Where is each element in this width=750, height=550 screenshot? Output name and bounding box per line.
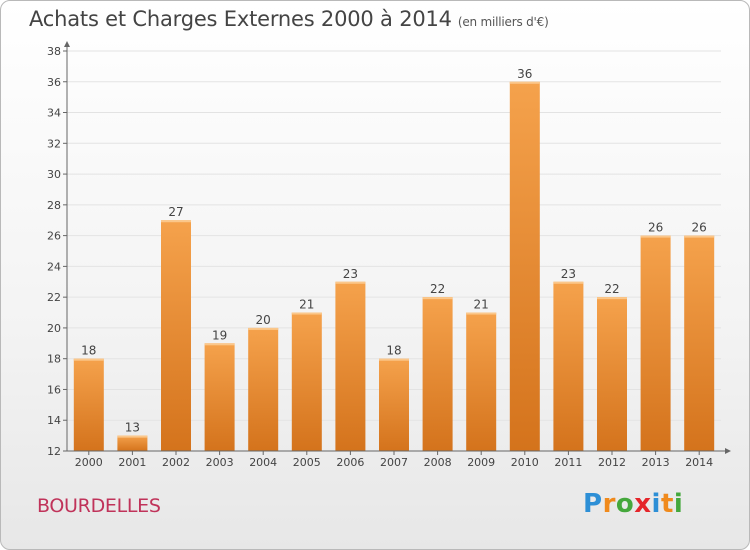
data-label: 27 — [168, 205, 183, 219]
bar-highlight — [466, 312, 497, 315]
bar — [684, 235, 715, 451]
x-tick-label: 2005 — [293, 456, 321, 469]
data-label: 22 — [604, 282, 619, 296]
logo-letter: i — [673, 489, 684, 519]
x-tick-label: 2003 — [206, 456, 234, 469]
bar-highlight — [248, 327, 279, 330]
bar-highlight — [640, 235, 671, 238]
bar-highlight — [379, 358, 409, 361]
x-tick-label: 2006 — [336, 456, 364, 469]
logo-letter: r — [602, 489, 616, 519]
bar — [640, 235, 671, 451]
y-tick-label: 24 — [47, 260, 61, 273]
x-tick-label: 2007 — [380, 456, 408, 469]
bars — [73, 81, 715, 452]
y-tick-label: 32 — [47, 137, 61, 150]
y-tick-label: 14 — [47, 414, 61, 427]
chart-title: Achats et Charges Externes 2000 à 2014 (e… — [29, 7, 549, 31]
y-tick-label: 36 — [47, 76, 61, 89]
x-tick-label: 2012 — [598, 456, 626, 469]
bar-highlight — [684, 235, 715, 238]
y-tick-label: 22 — [47, 291, 61, 304]
x-tick-label: 2011 — [554, 456, 582, 469]
chart-unit: (en milliers d'€) — [457, 15, 549, 29]
bar — [597, 297, 627, 451]
bar — [335, 281, 366, 451]
data-label: 26 — [648, 221, 663, 235]
bar — [73, 358, 104, 451]
bar — [379, 358, 409, 451]
bar-highlight — [204, 343, 235, 346]
logo-letter: x — [634, 489, 652, 519]
data-label: 23 — [343, 267, 358, 281]
bar — [553, 281, 584, 451]
y-tick-label: 34 — [47, 107, 61, 120]
x-tick-label: 2000 — [75, 456, 103, 469]
logo-letter: o — [615, 489, 635, 519]
bar — [422, 297, 453, 451]
data-label: 36 — [517, 67, 532, 81]
y-axis-arrow — [64, 41, 70, 47]
x-tick-label: 2013 — [642, 456, 670, 469]
y-tick-label: 26 — [47, 230, 61, 243]
bar-highlight — [161, 220, 191, 223]
data-label: 18 — [386, 344, 401, 358]
bar-highlight — [553, 281, 584, 284]
x-tick-label: 2014 — [685, 456, 713, 469]
logo-letter: P — [583, 489, 603, 519]
bar-highlight — [73, 358, 104, 361]
x-tick-label: 2002 — [162, 456, 190, 469]
bar — [291, 312, 322, 451]
bar — [204, 343, 235, 451]
proxiti-logo: Proxiti — [583, 489, 683, 519]
bar-highlight — [422, 297, 453, 300]
y-tick-label: 38 — [47, 45, 61, 58]
bar — [466, 312, 497, 451]
bar-highlight — [291, 312, 322, 315]
y-tick-label: 30 — [47, 168, 61, 181]
data-label: 21 — [299, 298, 314, 312]
y-tick-label: 28 — [47, 199, 61, 212]
bar — [117, 435, 148, 451]
data-label: 22 — [430, 282, 445, 296]
bar-highlight — [597, 297, 627, 300]
y-tick-label: 20 — [47, 322, 61, 335]
x-tick-label: 2009 — [467, 456, 495, 469]
data-label: 19 — [212, 328, 227, 342]
labels: 12 14 16 18 20 22 24 26 28 30 32 34 36 38 18 2000 13 2001… — [47, 45, 713, 469]
x-tick-label: 2004 — [249, 456, 277, 469]
x-tick-label: 2010 — [511, 456, 539, 469]
bar-highlight — [335, 281, 366, 284]
data-label: 26 — [692, 221, 707, 235]
logo-letter: i — [651, 489, 661, 519]
data-label: 20 — [256, 313, 271, 327]
x-tick-label: 2001 — [118, 456, 146, 469]
y-tick-label: 18 — [47, 353, 61, 366]
bar — [248, 327, 279, 451]
data-label: 18 — [81, 344, 96, 358]
bar — [509, 81, 540, 452]
bar — [161, 220, 191, 451]
axes — [63, 41, 731, 455]
bar-highlight — [117, 435, 148, 438]
data-label: 23 — [561, 267, 576, 281]
chart-title-text: Achats et Charges Externes 2000 à 2014 — [29, 7, 452, 31]
data-label: 13 — [125, 421, 140, 435]
y-tick-label: 12 — [47, 445, 61, 458]
logo-letter: t — [660, 489, 674, 519]
x-axis-arrow — [725, 448, 731, 454]
data-label: 21 — [474, 298, 489, 312]
x-tick-label: 2008 — [424, 456, 452, 469]
commune-name: BOURDELLES — [37, 495, 161, 517]
bar-highlight — [509, 81, 540, 84]
y-tick-label: 16 — [47, 383, 61, 396]
